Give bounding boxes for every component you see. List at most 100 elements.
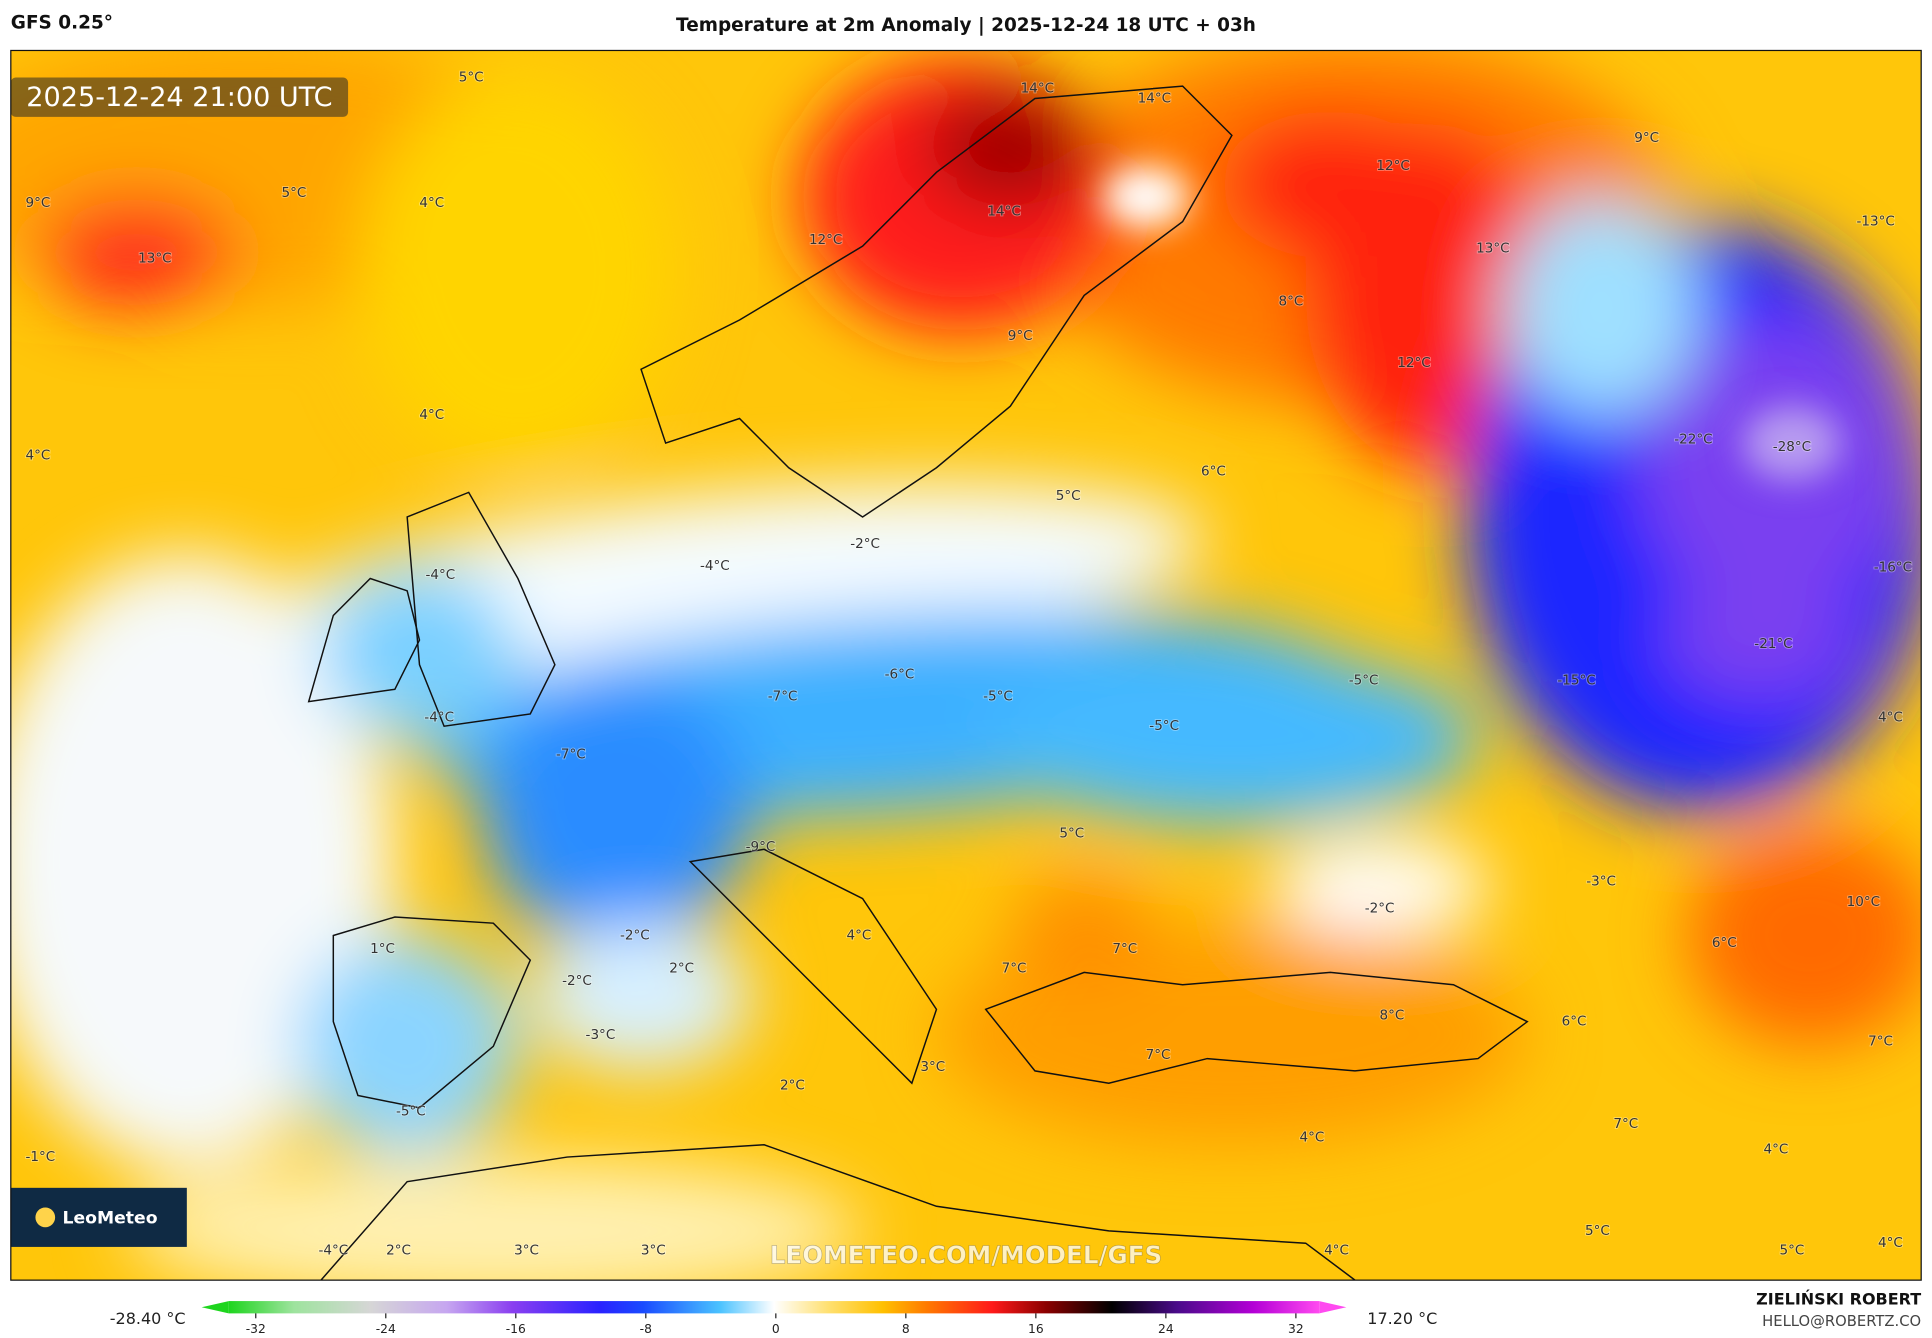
temperature-label: 4°C bbox=[419, 195, 444, 211]
temperature-label: 6°C bbox=[1201, 463, 1226, 479]
temperature-label: 3°C bbox=[641, 1243, 666, 1259]
temperature-label: 3°C bbox=[514, 1243, 539, 1259]
temperature-label: 12°C bbox=[809, 232, 842, 248]
temperature-label: -16°C bbox=[1874, 559, 1912, 575]
temperature-label: -2°C bbox=[850, 536, 880, 552]
temperature-label: 12°C bbox=[1397, 355, 1430, 371]
colorbar-tick-label: -24 bbox=[376, 1322, 396, 1336]
coastlines bbox=[307, 85, 1529, 1281]
temperature-label: 5°C bbox=[1059, 825, 1084, 841]
colorbar-tick-label: 24 bbox=[1158, 1322, 1174, 1336]
temperature-label: -7°C bbox=[556, 747, 586, 763]
temperature-label: -2°C bbox=[620, 927, 650, 943]
temperature-label: 6°C bbox=[1712, 935, 1737, 951]
temperature-label: 4°C bbox=[1764, 1142, 1789, 1158]
temperature-label: -21°C bbox=[1754, 636, 1792, 652]
temperature-label: -4°C bbox=[424, 710, 454, 726]
temperature-label: 4°C bbox=[846, 927, 871, 943]
temperature-label: -15°C bbox=[1557, 673, 1595, 689]
temperature-label: 7°C bbox=[1002, 961, 1027, 977]
temperature-label: 7°C bbox=[1613, 1116, 1638, 1132]
temperature-label: 6°C bbox=[1562, 1014, 1587, 1030]
map-frame bbox=[10, 49, 1922, 1281]
temperature-label: -3°C bbox=[586, 1027, 616, 1043]
temperature-label: -7°C bbox=[768, 689, 798, 705]
temperature-label: 10°C bbox=[1847, 894, 1880, 910]
temperature-label: -2°C bbox=[562, 973, 592, 989]
temperature-label: 13°C bbox=[1476, 241, 1509, 257]
colorbar bbox=[228, 1301, 1320, 1314]
temperature-label: 4°C bbox=[25, 447, 50, 463]
temperature-label: 14°C bbox=[1138, 90, 1171, 106]
colorbar-tick-label: -16 bbox=[506, 1322, 526, 1336]
temperature-label: 8°C bbox=[1379, 1008, 1404, 1024]
title: Temperature at 2m Anomaly | 2025-12-24 1… bbox=[676, 15, 1256, 36]
temperature-label: -5°C bbox=[1149, 718, 1179, 734]
temperature-label: 14°C bbox=[1021, 81, 1054, 97]
temperature-label: 2°C bbox=[780, 1078, 805, 1094]
temperature-label: 4°C bbox=[1299, 1129, 1324, 1145]
colorbar-arrow-high bbox=[1319, 1301, 1347, 1314]
temperature-label: 2°C bbox=[386, 1243, 411, 1259]
temperature-label: 7°C bbox=[1146, 1047, 1171, 1063]
temperature-label: -4°C bbox=[426, 567, 456, 583]
temperature-label: 1°C bbox=[370, 941, 395, 957]
author: ZIELIŃSKI ROBERT bbox=[1756, 1289, 1921, 1308]
temperature-label: 2°C bbox=[669, 961, 694, 977]
temperature-label: -4°C bbox=[700, 558, 730, 574]
temperature-label: 5°C bbox=[1780, 1243, 1805, 1259]
temperature-label: 12°C bbox=[1376, 158, 1409, 174]
temperature-label: 5°C bbox=[1056, 488, 1081, 504]
colorbar-tick-label: 32 bbox=[1288, 1322, 1304, 1336]
temperature-label: -4°C bbox=[318, 1243, 348, 1259]
colorbar-arrow-low bbox=[201, 1301, 229, 1314]
colorbar-tick-label: -32 bbox=[246, 1322, 266, 1336]
colorbar-ticks: -32 -24 -16 -8 0 8 16 24 32 bbox=[246, 1313, 1304, 1336]
temperature-label: -6°C bbox=[885, 667, 915, 683]
colorbar-tick-label: 8 bbox=[902, 1322, 910, 1336]
temperature-label: -5°C bbox=[1349, 673, 1379, 689]
colorbar-tick-label: 16 bbox=[1028, 1322, 1044, 1336]
temperature-label: -3°C bbox=[1586, 873, 1616, 889]
logo-sun bbox=[35, 1207, 56, 1228]
temperature-label: 8°C bbox=[1279, 294, 1304, 310]
temperature-labels: 5°C 5°C 4°C 9°C 13°C 4°C 4°C 14°C 14°C 9°C 12°C -13… bbox=[25, 69, 1913, 1260]
temperature-label: -9°C bbox=[746, 839, 776, 855]
colorbar-tick-label: -8 bbox=[640, 1322, 652, 1336]
temperature-label: 13°C bbox=[138, 250, 171, 266]
temperature-label: 5°C bbox=[459, 70, 484, 86]
colorbar-max: 17.20 °C bbox=[1367, 1309, 1437, 1328]
temperature-label: -1°C bbox=[25, 1149, 55, 1165]
temperature-label: -28°C bbox=[1773, 439, 1811, 455]
temperature-label: 7°C bbox=[1868, 1033, 1893, 1049]
temperature-label: -5°C bbox=[983, 689, 1013, 705]
temperature-label: 7°C bbox=[1112, 941, 1137, 957]
temperature-label: 9°C bbox=[1008, 328, 1033, 344]
temperature-label: 5°C bbox=[1585, 1223, 1610, 1239]
temperature-label: 5°C bbox=[282, 185, 307, 201]
temperature-label: -2°C bbox=[1365, 900, 1395, 916]
temperature-label: 4°C bbox=[1324, 1243, 1349, 1259]
temperature-label: -13°C bbox=[1856, 214, 1894, 230]
temperature-label: 14°C bbox=[987, 204, 1020, 220]
temperature-label: 4°C bbox=[1878, 1235, 1903, 1251]
temperature-label: -5°C bbox=[396, 1104, 426, 1120]
temperature-label: 4°C bbox=[1878, 710, 1903, 726]
timestamp-box bbox=[10, 77, 349, 117]
timestamp: 2025-12-24 21:00 UTC bbox=[26, 82, 332, 113]
temperature-label: 9°C bbox=[1634, 130, 1659, 146]
email: HELLO@ROBERTZ.CO bbox=[1762, 1313, 1921, 1330]
colorbar-tick-label: 0 bbox=[772, 1322, 780, 1336]
temperature-label: 3°C bbox=[920, 1059, 945, 1075]
map: 5°C 5°C 4°C 9°C 13°C 4°C 4°C 14°C 14°C 9°C 12°C -13… bbox=[10, 50, 1922, 1281]
model-name: GFS 0.25° bbox=[11, 12, 113, 33]
watermark: LEOMETEO.COM/MODEL/GFS bbox=[770, 1241, 1163, 1270]
temperature-label: 9°C bbox=[25, 195, 50, 211]
temperature-label: 4°C bbox=[419, 407, 444, 423]
colorbar-min: -28.40 °C bbox=[110, 1309, 186, 1328]
temperature-label: -22°C bbox=[1674, 431, 1712, 447]
logo: LeoMeteo bbox=[63, 1209, 158, 1229]
